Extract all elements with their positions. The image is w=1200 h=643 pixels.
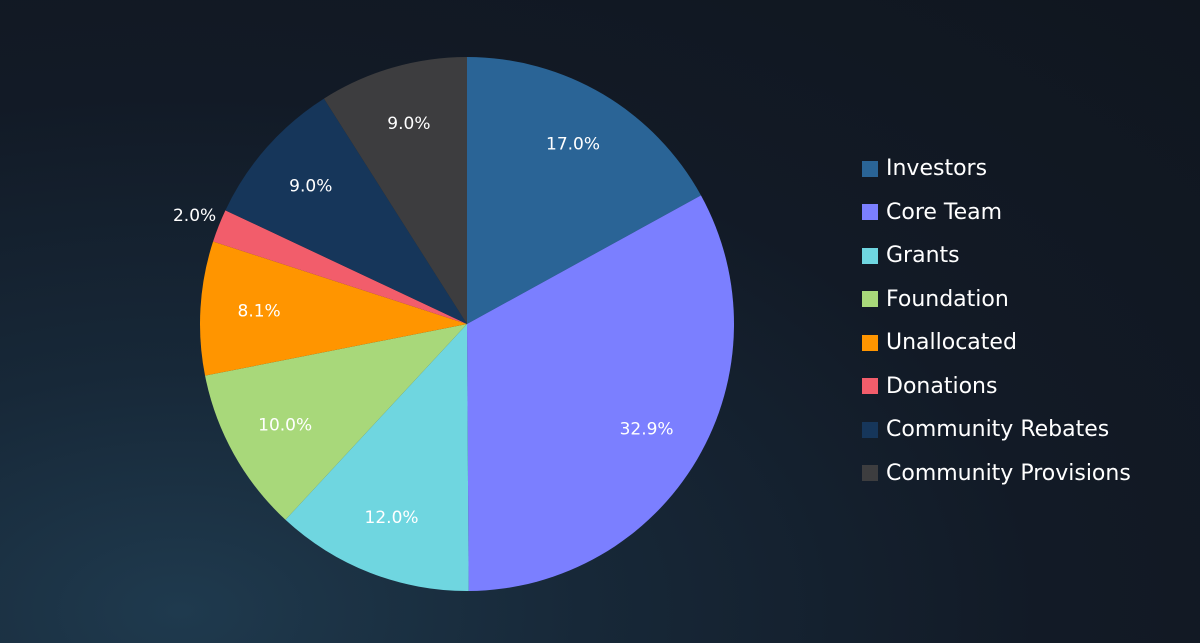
- legend-swatch-unallocated: [862, 334, 878, 351]
- legend-label-investors: Investors: [886, 156, 988, 182]
- legend-item-grants: Grants: [862, 234, 1182, 278]
- pie-slice-label-community-provisions: 9.0%: [387, 114, 430, 134]
- legend-label-core-team: Core Team: [886, 199, 1003, 225]
- pie-slice-label-foundation: 10.0%: [258, 415, 312, 435]
- pie-slice-label-investors: 17.0%: [546, 135, 600, 155]
- pie-slice-label-core-team: 32.9%: [620, 419, 674, 439]
- legend-swatch-donations: [862, 378, 878, 395]
- chart-legend: Investors Core Team Grants Foundation Unallo…: [862, 147, 1182, 495]
- legend-label-community-rebates: Community Rebates: [886, 417, 1110, 443]
- legend-item-foundation: Foundation: [862, 278, 1182, 322]
- legend-item-community-provisions: Community Provisions: [862, 452, 1182, 496]
- pie-slice-community-provisions: [323, 57, 467, 324]
- pie-slice-unallocated: [200, 241, 468, 376]
- legend-item-donations: Donations: [862, 365, 1182, 409]
- pie-slice-labels: 17.0% 32.9% 12.0% 10.0% 8.1% 2.0% 9.0% 9.0%: [173, 114, 674, 528]
- pie-slice-community-rebates: [225, 98, 467, 324]
- pie-slice-label-donations: 2.0%: [173, 206, 216, 226]
- legend-swatch-community-provisions: [862, 465, 878, 482]
- legend-label-foundation: Foundation: [886, 286, 1009, 312]
- pie-slice-donations: [213, 210, 467, 324]
- legend-swatch-grants: [862, 247, 878, 264]
- legend-label-community-provisions: Community Provisions: [886, 460, 1131, 486]
- pie-slice-foundation: [205, 324, 467, 520]
- pie-slices: [200, 57, 735, 592]
- legend-swatch-investors: [862, 160, 878, 177]
- pie-slice-label-unallocated: 8.1%: [238, 302, 281, 322]
- legend-swatch-core-team: [862, 204, 878, 221]
- legend-swatch-community-rebates: [862, 421, 878, 438]
- legend-item-core-team: Core Team: [862, 191, 1182, 235]
- legend-label-grants: Grants: [886, 243, 960, 269]
- pie-slice-grants: [285, 324, 469, 592]
- legend-item-unallocated: Unallocated: [862, 321, 1182, 365]
- legend-item-community-rebates: Community Rebates: [862, 408, 1182, 452]
- pie-slice-label-community-rebates: 9.0%: [289, 176, 332, 196]
- legend-label-unallocated: Unallocated: [886, 330, 1017, 356]
- legend-swatch-foundation: [862, 291, 878, 308]
- pie-slice-core-team: [467, 195, 735, 591]
- pie-slice-investors: [467, 57, 701, 324]
- pie-slice-label-grants: 12.0%: [365, 508, 419, 528]
- legend-label-donations: Donations: [886, 373, 998, 399]
- legend-item-investors: Investors: [862, 147, 1182, 191]
